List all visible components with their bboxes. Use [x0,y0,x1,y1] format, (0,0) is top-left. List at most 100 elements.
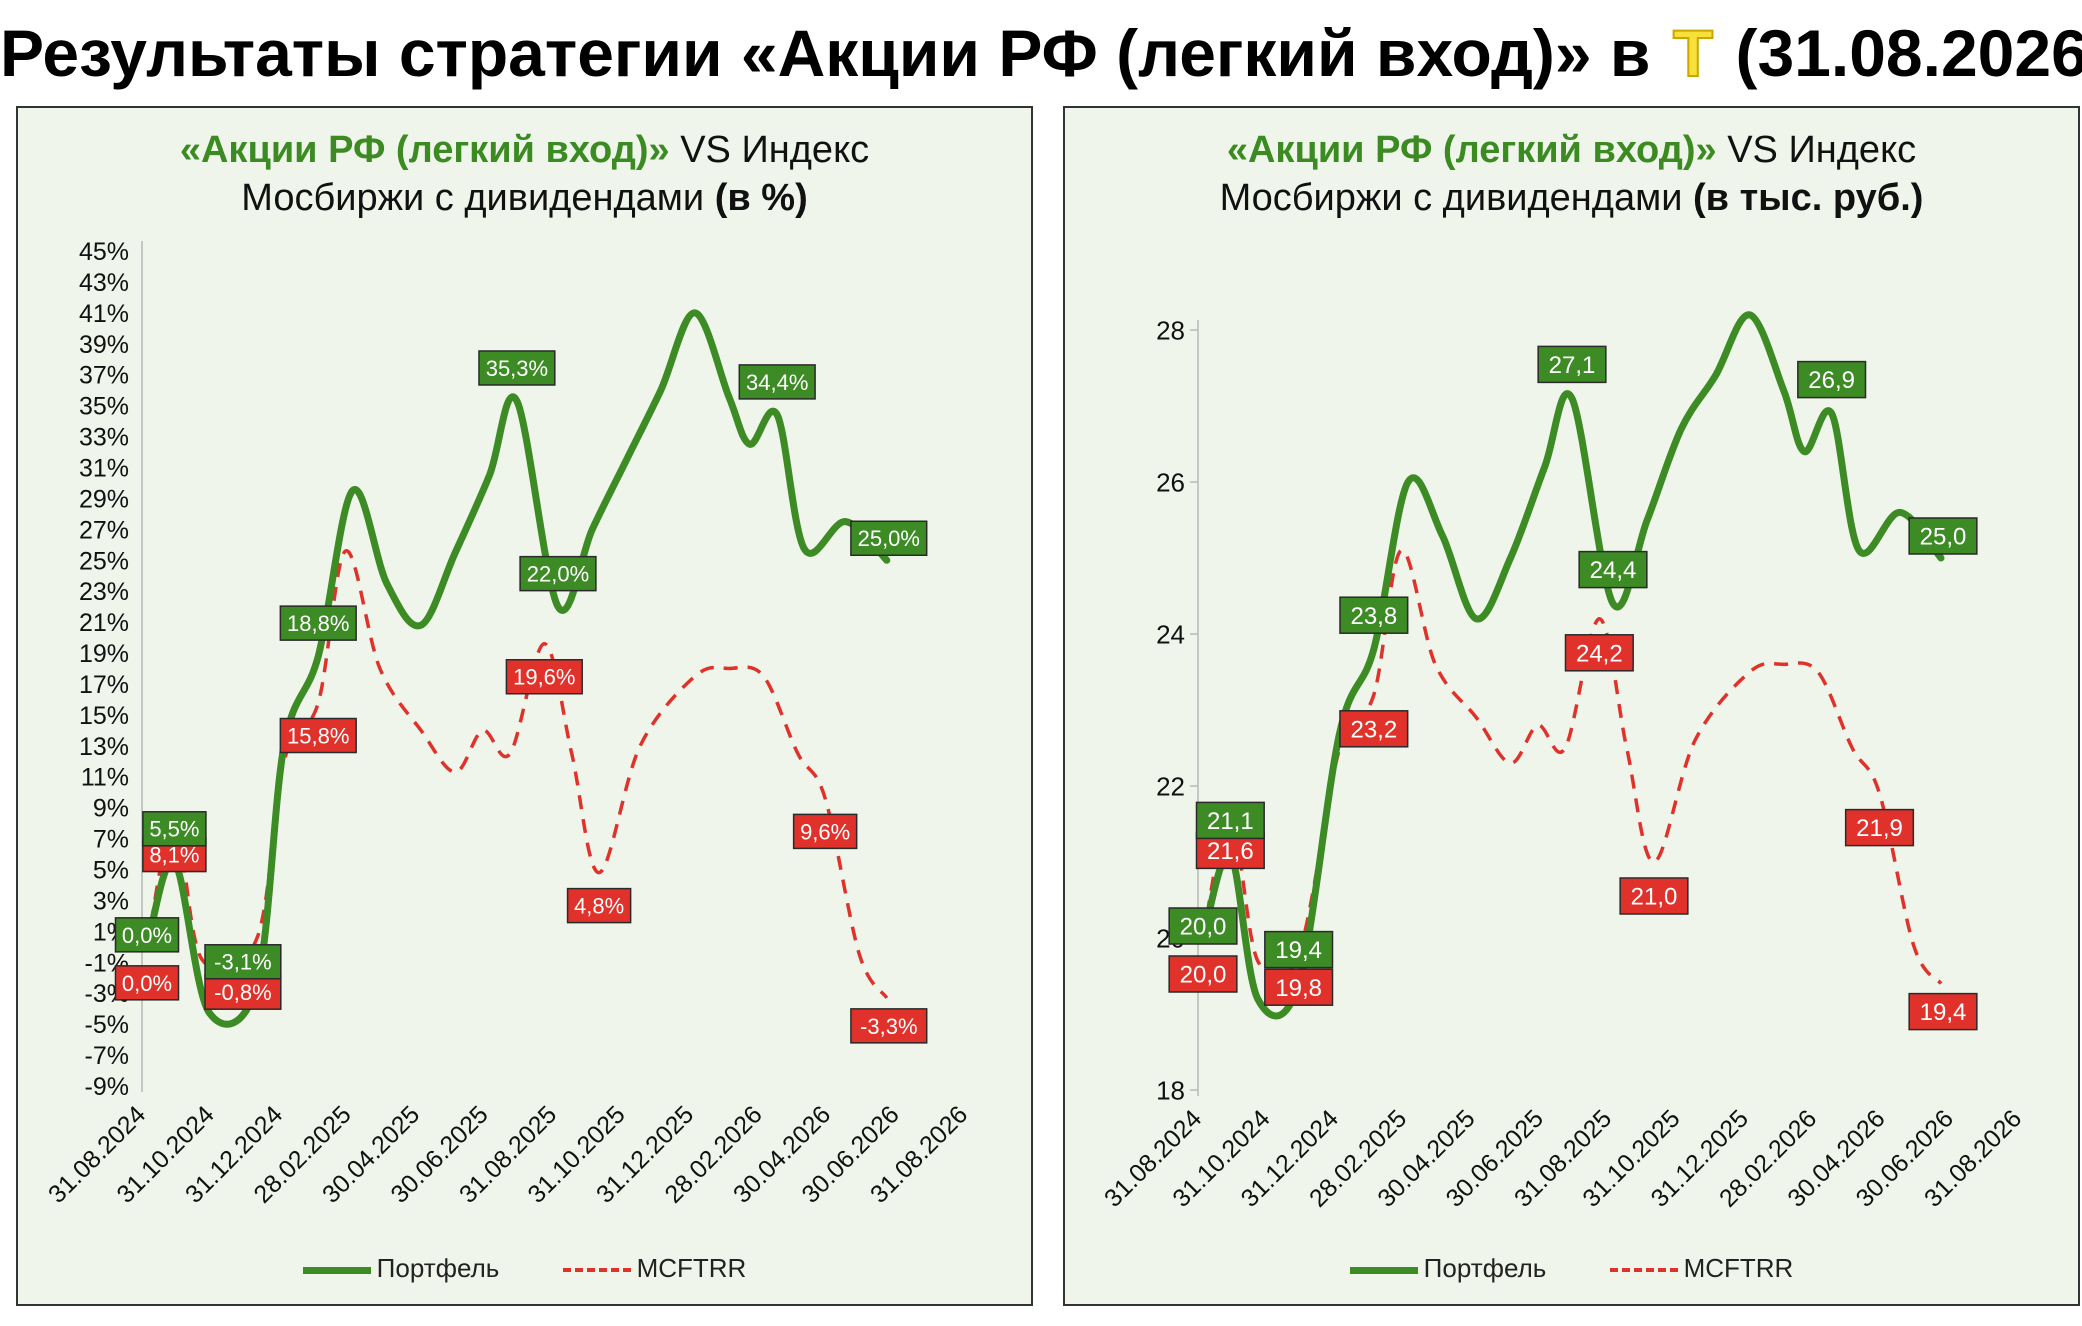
data-label-box [1339,596,1409,634]
data-label-text: 24,4 [1590,557,1637,584]
data-label-text: -3,1% [214,950,271,975]
data-label-portfolio: 25,0% [850,520,928,557]
data-label-box [850,520,928,557]
data-label-portfolio: 27,1 [1537,345,1607,384]
data-label-text: 5,5% [149,817,199,842]
y-tick-label: 35% [79,393,129,421]
data-label-text: -3,3% [860,1014,917,1039]
data-label-portfolio: 22,0% [519,555,597,592]
data-label-box [1844,808,1915,847]
data-label-text: 4,8% [574,894,624,919]
y-tick-label: 45% [79,238,129,266]
data-label-text: 25,0 [1920,524,1967,551]
data-label-index: 4,8% [566,887,632,924]
tbank-logo-icon: T [1672,15,1714,91]
data-label-index: 0,0% [114,965,180,1001]
data-label-text: 19,4 [1920,999,1967,1026]
data-label-text: 8,1% [149,843,199,868]
y-tick-label: 17% [79,671,129,699]
y-tick-label: 21% [79,609,129,637]
data-label-box [478,350,556,386]
data-label-box [1619,877,1689,915]
y-tick-label: 31% [79,454,129,482]
legend-dashed-line-icon [562,1268,631,1273]
data-label-portfolio: 18,8% [279,605,357,641]
data-label-box [279,717,357,754]
y-tick-label: 39% [79,331,129,359]
legend-label: MCFTRR [636,1253,747,1283]
page-title-text-start: Результаты стратегии «Акции РФ (легкий в… [0,16,1651,90]
legend-dashed-line-icon [1609,1268,1678,1273]
data-label-box [114,917,180,953]
y-tick-label: 7% [93,826,129,854]
data-label-text: 35,3% [486,356,548,381]
series-line-index [145,549,889,999]
y-tick-label: 18 [1156,1075,1185,1105]
data-label-box [1168,955,1238,993]
data-label-box [204,974,282,1010]
data-label-portfolio: 26,9 [1797,360,1867,399]
legend-item-index: MCFTRR [562,1253,747,1284]
chart-title: «Акции РФ (легкий вход)» VS Индекс Мосби… [18,126,1031,222]
y-tick-label: 29% [79,485,129,513]
data-label-text: 24,2 [1576,640,1623,667]
legend-solid-line-icon [302,1266,371,1274]
data-label-box [279,605,357,641]
data-label-index: 15,8% [279,717,357,754]
data-label-text: 20,0 [1180,962,1227,989]
y-tick-label: 37% [79,362,129,390]
data-label-portfolio: -3,1% [204,944,282,980]
chart-panel-percent: -9% -7% -5% -3% -1% 1% 3% 5% 7% 9% 11% 13% 15% 17% 19%… [16,106,1033,1306]
data-label-box [1339,710,1409,748]
chart-legend: Портфель MCFTRR [1065,1251,2078,1284]
y-tick-label: 23% [79,578,129,606]
page-title-date: (31.08.2026) [1735,16,2082,90]
legend-item-portfolio: Портфель [1349,1253,1546,1284]
data-label-text: 25,0% [858,526,920,551]
data-label-box [1578,550,1648,589]
data-label-portfolio: 5,5% [142,811,207,847]
data-label-index: 21,0 [1619,877,1689,915]
data-label-index: -0,8% [204,974,282,1010]
data-label-text: -0,8% [214,980,271,1005]
data-label-text: 19,8 [1275,975,1322,1002]
data-label-box [566,887,632,924]
data-label-box [505,659,583,695]
y-tick-label: -5% [85,1011,129,1039]
series-line-index [1201,548,1943,985]
data-label-text: 21,9 [1856,815,1903,842]
chart-panel-rubles: 18202224262831.08.202431.10.202431.12.20… [1063,106,2080,1306]
y-tick-label: 43% [79,269,129,297]
data-label-box [1797,360,1867,399]
y-tick-label: 22 [1156,771,1185,801]
data-label-box [142,811,207,847]
data-label-portfolio: 0,0% [114,917,180,953]
legend-label: Портфель [376,1253,500,1283]
data-label-text: 19,6% [513,665,575,690]
y-tick-label: 9% [93,795,129,823]
data-label-text: 18,8% [287,611,349,636]
y-tick-label: 5% [93,857,129,885]
y-tick-label: 27% [79,516,129,544]
data-label-text: 21,6 [1207,838,1254,865]
data-label-index: 23,2 [1339,710,1409,748]
data-label-index: 21,9 [1844,808,1915,847]
data-label-text: 0,0% [122,923,172,948]
page-title: Результаты стратегии «Акции РФ (легкий в… [0,8,2082,98]
data-label-box [738,364,816,400]
chart-rubles-svg: 18202224262831.08.202431.10.202431.12.20… [1099,311,2027,1213]
data-label-text: 21,0 [1631,884,1678,911]
data-label-index: 9,6% [792,813,858,850]
data-label-box [1264,968,1334,1006]
legend-item-portfolio: Портфель [302,1253,500,1284]
y-tick-label: 15% [79,702,129,730]
y-tick-label: 25% [79,547,129,575]
y-tick-label: -7% [85,1042,129,1070]
data-label-index: 19,8 [1264,968,1334,1006]
chart-title-vs: VS Индекс [669,129,870,171]
chart-title-strategy: «Акции РФ (легкий вход)» [1226,129,1717,171]
chart-title-strategy: «Акции РФ (легкий вход)» [179,129,670,171]
data-label-box [1908,517,1978,555]
chart-title-vs: VS Индекс [1716,129,1917,171]
data-label-text: 21,1 [1207,808,1254,835]
